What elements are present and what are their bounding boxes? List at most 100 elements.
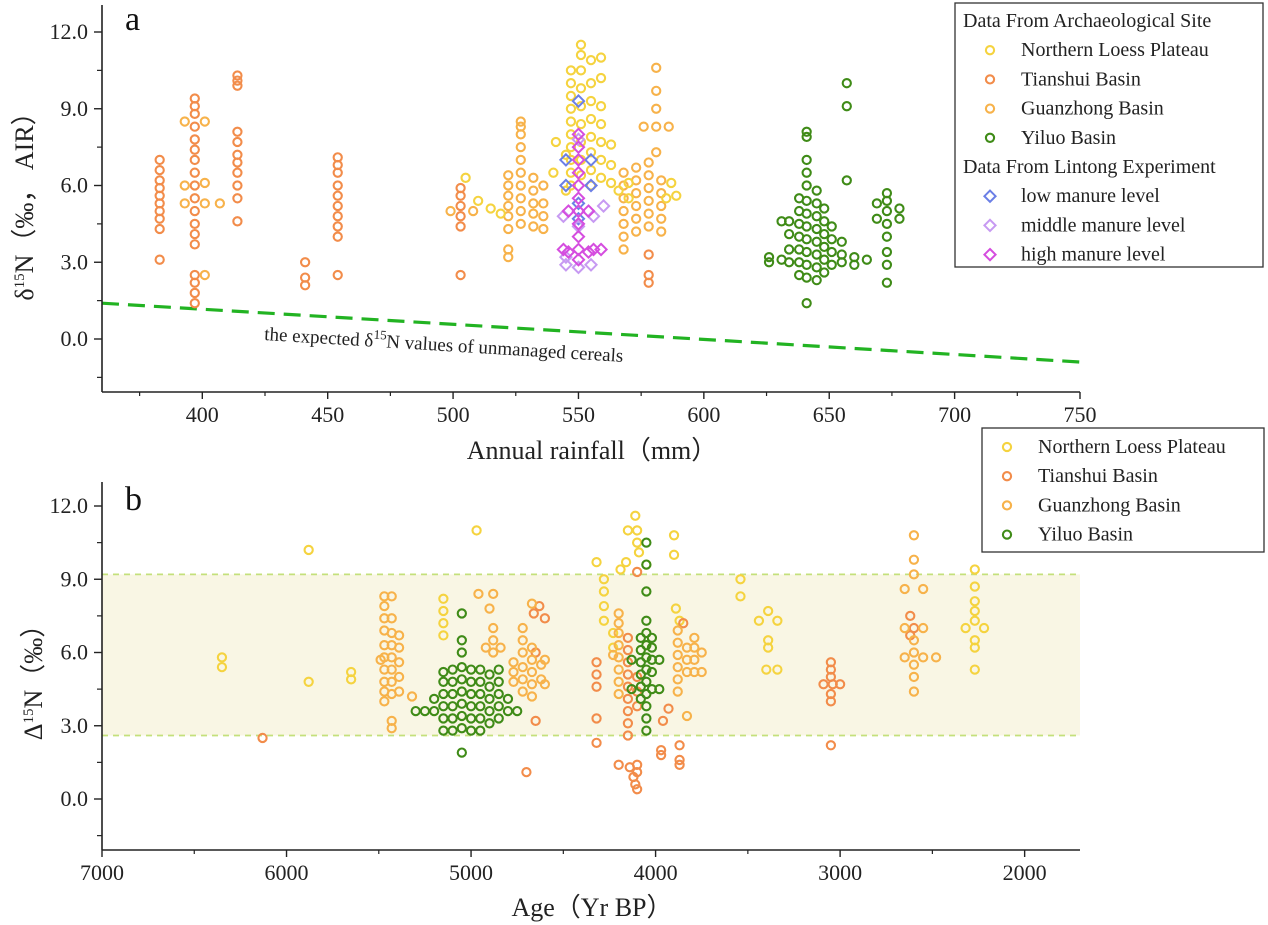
data-point bbox=[386, 664, 397, 675]
data-point bbox=[575, 65, 587, 76]
data-point bbox=[575, 49, 587, 61]
data-point bbox=[908, 569, 920, 580]
data-point bbox=[651, 85, 662, 96]
data-point bbox=[623, 193, 634, 204]
data-point bbox=[881, 277, 893, 288]
data-point bbox=[473, 195, 484, 206]
data-point bbox=[456, 710, 467, 722]
data-point bbox=[596, 198, 611, 213]
data-point bbox=[571, 94, 586, 109]
data-point bbox=[969, 596, 980, 607]
legend-marker bbox=[982, 218, 998, 233]
legend-label: Tianshui Basin bbox=[1021, 68, 1141, 90]
data-point bbox=[762, 642, 774, 653]
data-point bbox=[762, 605, 774, 617]
data-point bbox=[643, 170, 654, 181]
data-point bbox=[581, 204, 596, 219]
data-point bbox=[386, 652, 397, 663]
series-yiluo-basin bbox=[763, 78, 905, 309]
data-point bbox=[558, 178, 573, 193]
data-point bbox=[303, 676, 314, 687]
data-point bbox=[199, 177, 210, 189]
data-point bbox=[689, 632, 700, 643]
data-point bbox=[484, 669, 495, 680]
data-point bbox=[515, 193, 526, 204]
data-point bbox=[429, 705, 440, 717]
data-point bbox=[620, 557, 632, 568]
data-point bbox=[189, 287, 200, 299]
data-point bbox=[666, 177, 677, 189]
data-point bbox=[484, 603, 495, 614]
data-point bbox=[488, 588, 499, 600]
data-point bbox=[503, 170, 514, 181]
data-point bbox=[526, 654, 538, 665]
data-point bbox=[630, 188, 642, 199]
data-point bbox=[826, 234, 837, 245]
data-point bbox=[493, 664, 504, 675]
data-point bbox=[558, 152, 573, 167]
data-point bbox=[801, 272, 812, 283]
data-point bbox=[672, 649, 683, 661]
data-point bbox=[515, 167, 526, 178]
panel-a-reference-line bbox=[101, 301, 1081, 364]
data-point bbox=[613, 608, 624, 619]
legend-marker bbox=[1001, 471, 1013, 482]
data-point bbox=[783, 228, 795, 240]
data-point bbox=[332, 221, 343, 232]
data-point bbox=[484, 681, 495, 692]
legend-label: Yiluo Basin bbox=[1021, 127, 1116, 149]
data-point bbox=[801, 126, 812, 137]
data-point bbox=[445, 205, 456, 217]
data-point bbox=[836, 236, 847, 247]
data-point bbox=[585, 95, 597, 107]
data-point bbox=[583, 178, 599, 193]
data-point bbox=[475, 676, 486, 687]
data-point bbox=[801, 154, 812, 166]
data-point bbox=[556, 242, 571, 257]
data-point bbox=[622, 525, 634, 536]
data-point bbox=[622, 705, 634, 717]
legend-marker bbox=[984, 103, 996, 114]
data-point bbox=[591, 713, 602, 724]
data-point bbox=[485, 203, 496, 214]
data-point bbox=[393, 671, 405, 683]
data-point bbox=[630, 213, 642, 224]
data-point bbox=[386, 591, 397, 602]
panel-b-y-ticks: 0.0 3.0 6.0 9.0 12.0 bbox=[50, 493, 102, 837]
data-point bbox=[189, 218, 200, 230]
panel-a-chart: 400 450 500 550 600 650 700 750 0.0 3.0 6.0 9.0 12.… bbox=[10, 1, 1264, 465]
data-point bbox=[899, 652, 910, 663]
data-point bbox=[216, 652, 228, 663]
data-point bbox=[154, 254, 165, 265]
data-point bbox=[189, 239, 200, 250]
data-point bbox=[674, 759, 685, 770]
data-point bbox=[651, 147, 662, 158]
data-point bbox=[613, 664, 624, 675]
data-point bbox=[899, 622, 910, 634]
data-point bbox=[591, 681, 602, 692]
data-point bbox=[678, 618, 689, 629]
data-point bbox=[515, 205, 526, 217]
data-point bbox=[585, 54, 597, 66]
panel-b-letter: b bbox=[125, 481, 142, 518]
data-point bbox=[674, 740, 685, 751]
series-guanzhong-basin bbox=[179, 62, 674, 281]
panel-b-points bbox=[216, 510, 990, 795]
data-point bbox=[811, 262, 822, 273]
y-tick-label: 6.0 bbox=[61, 173, 89, 198]
data-point bbox=[393, 686, 405, 697]
data-point bbox=[801, 195, 812, 206]
data-point bbox=[565, 154, 577, 166]
data-point bbox=[565, 90, 577, 102]
data-point bbox=[905, 610, 916, 622]
data-point bbox=[655, 745, 667, 756]
data-point bbox=[332, 200, 343, 212]
data-point bbox=[460, 172, 471, 183]
data-point bbox=[571, 216, 586, 231]
data-point bbox=[517, 674, 528, 685]
data-point bbox=[480, 642, 491, 653]
panel-a-x-axis-title: Annual rainfall（mm） bbox=[467, 436, 718, 465]
data-point bbox=[811, 223, 822, 235]
data-point bbox=[575, 83, 587, 94]
